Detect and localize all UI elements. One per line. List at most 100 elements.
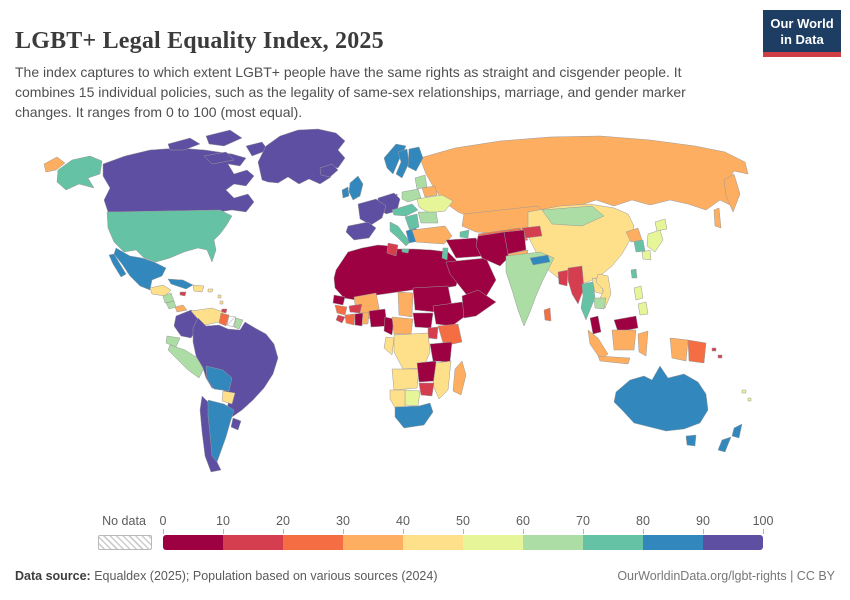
country-somalia[interactable]: [461, 289, 497, 319]
country-senegal[interactable]: [332, 294, 346, 306]
country-togo-benin[interactable]: [361, 311, 370, 325]
country-south-korea[interactable]: [633, 239, 646, 253]
country-malaysia[interactable]: [589, 315, 602, 335]
country-united-states[interactable]: [106, 209, 233, 263]
country-japan[interactable]: [654, 218, 668, 232]
legend-bin-60-70[interactable]: [523, 535, 583, 550]
country-iceland[interactable]: [319, 163, 339, 178]
country-bangladesh[interactable]: [557, 269, 569, 287]
country-poland[interactable]: [401, 188, 422, 203]
country-uganda[interactable]: [427, 326, 439, 340]
country-indonesia[interactable]: [637, 330, 649, 357]
country-bolivia[interactable]: [205, 365, 233, 392]
country-finland[interactable]: [407, 146, 424, 172]
legend-no-data-swatch[interactable]: [98, 535, 152, 550]
country-belarus[interactable]: [421, 185, 438, 198]
country-france[interactable]: [357, 198, 387, 226]
country-new-zealand[interactable]: [731, 423, 743, 439]
country-nepal[interactable]: [529, 254, 551, 266]
country-congo-gabon[interactable]: [383, 336, 395, 356]
country-mexico[interactable]: [108, 253, 127, 278]
country-madagascar[interactable]: [452, 360, 467, 396]
country-japan[interactable]: [646, 229, 664, 253]
country-sierra-leone-liberia[interactable]: [335, 314, 346, 324]
country-kenya[interactable]: [437, 323, 463, 347]
country-mexico[interactable]: [113, 247, 167, 291]
country-botswana[interactable]: [404, 389, 421, 407]
owid-credit-link[interactable]: OurWorldinData.org/lgbt-rights | CC BY: [617, 569, 835, 583]
country-guatemala-honduras[interactable]: [149, 284, 172, 297]
legend-bin-80-90[interactable]: [643, 535, 703, 550]
country-romania-bulgaria[interactable]: [417, 211, 439, 224]
country-turkey[interactable]: [411, 225, 453, 245]
country-solomon-islands[interactable]: [717, 354, 723, 359]
country-cambodia[interactable]: [593, 297, 607, 310]
country-puerto-rico[interactable]: [207, 288, 214, 293]
country-central-african-republic[interactable]: [391, 316, 414, 335]
legend-bin-40-50[interactable]: [403, 535, 463, 550]
country-balkans[interactable]: [404, 213, 420, 232]
country-guyana[interactable]: [218, 312, 230, 327]
country-uruguay[interactable]: [230, 417, 242, 431]
country-chad[interactable]: [397, 291, 414, 318]
country-alpine-central-europe[interactable]: [391, 203, 419, 217]
country-indonesia[interactable]: [611, 329, 637, 351]
country-japan[interactable]: [641, 249, 652, 261]
country-sri-lanka[interactable]: [543, 307, 552, 322]
country-philippines[interactable]: [637, 301, 649, 316]
country-guinea[interactable]: [334, 304, 348, 316]
legend-bin-30-40[interactable]: [343, 535, 403, 550]
country-indonesia[interactable]: [597, 355, 631, 365]
legend-bin-70-80[interactable]: [583, 535, 643, 550]
country-spain-portugal[interactable]: [345, 221, 377, 241]
country-panama[interactable]: [174, 304, 188, 313]
country-united-states[interactable]: [56, 155, 103, 191]
country-philippines[interactable]: [633, 285, 644, 301]
country-afghanistan[interactable]: [503, 229, 527, 255]
country-taiwan[interactable]: [630, 268, 638, 279]
country-north-africa[interactable]: [333, 244, 461, 301]
country-russia[interactable]: [723, 173, 741, 213]
country-cameroon[interactable]: [383, 316, 395, 336]
country-new-zealand[interactable]: [717, 436, 732, 453]
country-ivory-coast[interactable]: [344, 313, 356, 326]
country-malawi-mozambique[interactable]: [432, 360, 452, 400]
country-baltics[interactable]: [414, 174, 428, 190]
country-ukraine[interactable]: [416, 194, 454, 214]
country-argentina[interactable]: [207, 399, 235, 463]
country-greenland[interactable]: [257, 128, 346, 185]
country-ghana[interactable]: [354, 312, 364, 327]
country-peru[interactable]: [167, 344, 205, 379]
country-canada[interactable]: [203, 151, 235, 165]
legend-bin-0-10[interactable]: [163, 535, 223, 550]
country-italy[interactable]: [389, 221, 411, 247]
country-south-sudan[interactable]: [412, 312, 434, 329]
country-lesser-antilles[interactable]: [217, 294, 222, 299]
country-mongolia[interactable]: [541, 205, 605, 227]
country-israel-lebanon[interactable]: [441, 247, 449, 261]
country-russia[interactable]: [43, 156, 66, 173]
country-ethiopia[interactable]: [432, 301, 469, 327]
country-zambia[interactable]: [416, 360, 437, 383]
country-malaysia[interactable]: [613, 315, 639, 333]
country-indonesia[interactable]: [587, 329, 609, 361]
country-french-guiana[interactable]: [233, 317, 244, 330]
legend-bin-90-100[interactable]: [703, 535, 763, 550]
country-tanzania[interactable]: [429, 341, 453, 363]
country-australia[interactable]: [685, 434, 697, 447]
country-angola[interactable]: [391, 368, 420, 391]
legend-bin-10-20[interactable]: [223, 535, 283, 550]
country-pacific-islands[interactable]: [741, 389, 747, 394]
country-cuba[interactable]: [167, 278, 194, 290]
country-myanmar[interactable]: [567, 265, 585, 305]
country-caucasus[interactable]: [459, 229, 470, 239]
country-ecuador[interactable]: [165, 335, 181, 348]
country-united-kingdom[interactable]: [348, 175, 364, 201]
legend-bin-50-60[interactable]: [463, 535, 523, 550]
country-canada[interactable]: [167, 137, 201, 151]
country-india[interactable]: [505, 251, 555, 327]
country-indonesia[interactable]: [669, 337, 689, 362]
country-brazil[interactable]: [192, 317, 279, 418]
country-south-africa[interactable]: [394, 402, 434, 429]
country-suriname[interactable]: [226, 315, 237, 328]
